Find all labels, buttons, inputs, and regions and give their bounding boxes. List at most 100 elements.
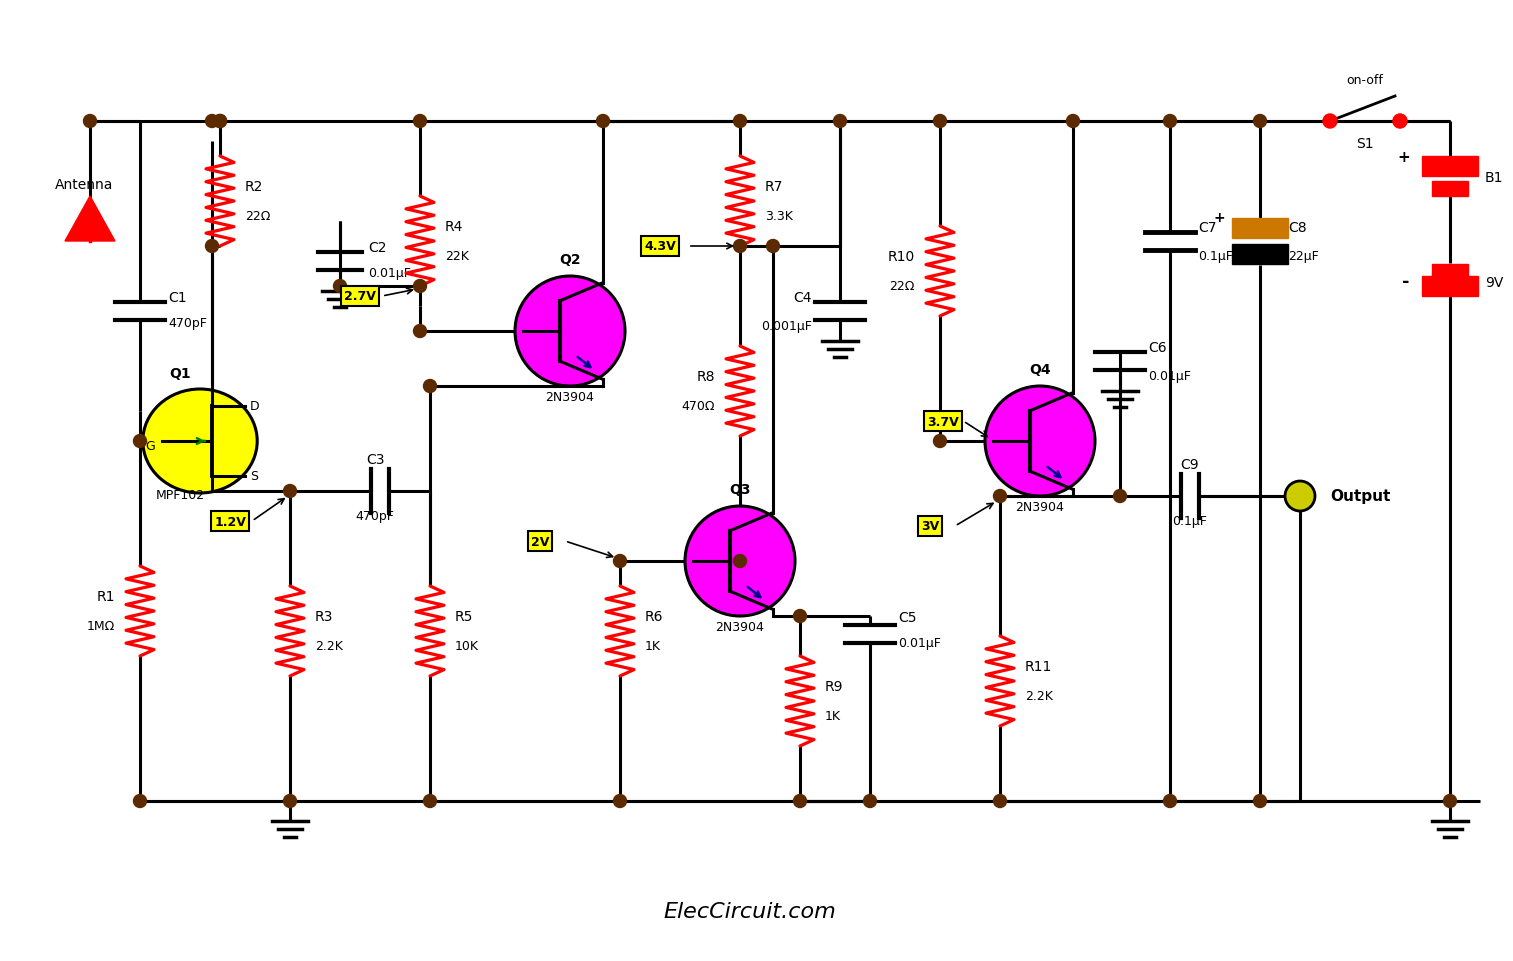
Circle shape (133, 435, 147, 448)
Circle shape (1393, 115, 1407, 129)
Text: 22K: 22K (445, 250, 469, 263)
Text: C3: C3 (366, 453, 384, 466)
Text: 0.01μF: 0.01μF (1148, 370, 1191, 382)
Circle shape (206, 240, 218, 254)
Text: -: - (1403, 273, 1410, 290)
Text: 3.3K: 3.3K (766, 210, 793, 223)
Circle shape (1443, 795, 1457, 807)
Circle shape (283, 485, 297, 498)
Circle shape (213, 115, 227, 129)
Circle shape (767, 240, 779, 254)
Text: 470pF: 470pF (168, 317, 207, 330)
Circle shape (734, 115, 746, 129)
Text: 0.001μF: 0.001μF (761, 320, 812, 333)
Circle shape (413, 115, 427, 129)
Text: B1: B1 (1484, 171, 1504, 185)
Circle shape (333, 281, 346, 293)
Circle shape (934, 435, 947, 448)
Text: 9V: 9V (1484, 276, 1504, 289)
Circle shape (1393, 115, 1407, 129)
Bar (1431, 264, 1468, 280)
Text: C9: C9 (1180, 457, 1200, 472)
Text: 4.3V: 4.3V (645, 240, 676, 254)
Circle shape (283, 795, 297, 807)
Circle shape (83, 115, 97, 129)
Text: R9: R9 (825, 679, 844, 693)
Circle shape (793, 795, 806, 807)
Text: 0.01μF: 0.01μF (368, 267, 412, 280)
Text: R7: R7 (766, 180, 784, 194)
Text: +: + (1396, 150, 1410, 165)
Circle shape (734, 554, 746, 568)
Text: Q4: Q4 (1029, 362, 1052, 377)
Text: Q3: Q3 (729, 482, 750, 497)
Circle shape (1163, 115, 1177, 129)
Text: 470pF: 470pF (356, 509, 395, 523)
Circle shape (994, 795, 1006, 807)
Circle shape (1163, 795, 1177, 807)
Text: C7: C7 (1198, 221, 1216, 234)
Circle shape (206, 115, 218, 129)
Circle shape (613, 795, 626, 807)
Text: 1.2V: 1.2V (213, 515, 247, 528)
Circle shape (793, 610, 806, 623)
Text: C8: C8 (1288, 221, 1307, 234)
Text: +: + (1213, 210, 1226, 225)
Text: 0.1μF: 0.1μF (1198, 250, 1233, 262)
Text: 2.2K: 2.2K (1024, 690, 1053, 702)
Text: 3.7V: 3.7V (927, 415, 959, 428)
Ellipse shape (985, 386, 1095, 497)
Text: C4: C4 (793, 290, 812, 305)
Text: R2: R2 (245, 180, 263, 194)
Circle shape (734, 240, 746, 254)
Text: S1: S1 (1356, 136, 1374, 151)
Circle shape (413, 325, 427, 338)
Ellipse shape (142, 389, 257, 494)
Text: 2N3904: 2N3904 (716, 621, 764, 633)
Circle shape (213, 115, 227, 129)
Circle shape (934, 115, 947, 129)
Text: Q1: Q1 (169, 366, 191, 381)
Circle shape (133, 795, 147, 807)
Text: C6: C6 (1148, 340, 1167, 355)
Circle shape (1114, 490, 1127, 503)
Text: R3: R3 (315, 609, 333, 624)
Text: 0.1μF: 0.1μF (1173, 514, 1207, 528)
Text: S: S (250, 470, 259, 483)
Text: 470Ω: 470Ω (681, 400, 716, 413)
Circle shape (1285, 481, 1315, 511)
Circle shape (864, 795, 876, 807)
Text: 2.2K: 2.2K (315, 640, 343, 653)
Text: R5: R5 (455, 609, 474, 624)
Text: 22Ω: 22Ω (245, 210, 271, 223)
Circle shape (424, 795, 436, 807)
Text: G: G (145, 439, 154, 452)
Text: ElecCircuit.com: ElecCircuit.com (664, 901, 837, 921)
Text: 0.01μF: 0.01μF (899, 636, 941, 650)
Text: R1: R1 (97, 589, 115, 604)
Text: R4: R4 (445, 220, 463, 234)
Circle shape (1322, 115, 1337, 129)
Text: D: D (250, 400, 260, 413)
Polygon shape (65, 197, 115, 242)
Text: 10K: 10K (455, 640, 480, 653)
Text: 2V: 2V (531, 535, 549, 548)
Text: on-off: on-off (1347, 74, 1383, 86)
Text: MPF102: MPF102 (156, 488, 204, 502)
Text: 2.7V: 2.7V (343, 290, 375, 303)
Circle shape (834, 115, 846, 129)
Bar (1232, 245, 1288, 264)
Bar (1422, 157, 1478, 177)
Text: C1: C1 (168, 290, 186, 305)
Text: 2N3904: 2N3904 (1015, 501, 1065, 513)
Text: 2N3904: 2N3904 (546, 390, 595, 404)
Text: 22Ω: 22Ω (890, 281, 915, 293)
Text: C5: C5 (899, 610, 917, 625)
Circle shape (1253, 115, 1266, 129)
Text: 3V: 3V (921, 520, 940, 533)
Circle shape (596, 115, 610, 129)
Text: Antenna: Antenna (54, 178, 113, 192)
Text: 22μF: 22μF (1288, 250, 1319, 262)
Bar (1431, 182, 1468, 197)
Text: R10: R10 (888, 250, 915, 263)
